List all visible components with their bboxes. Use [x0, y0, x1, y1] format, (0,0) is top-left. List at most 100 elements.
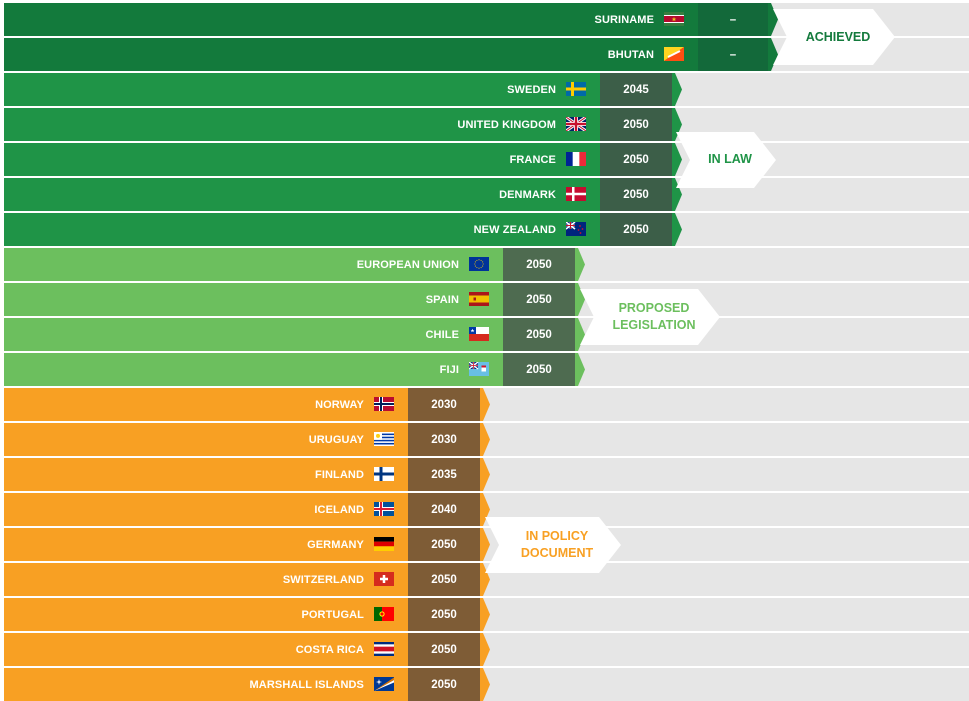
bar-arrow-tip	[575, 283, 585, 316]
target-year-box: 2050	[408, 563, 480, 596]
status-bar	[4, 178, 600, 211]
country-name: COSTA RICA	[295, 643, 364, 656]
status-bar	[4, 248, 503, 281]
target-year-box: 2050	[408, 633, 480, 666]
target-year-box: 2050	[408, 668, 480, 701]
country-name: FIJI	[439, 363, 459, 376]
sweden-flag-icon	[566, 82, 586, 96]
target-year: 2050	[526, 293, 552, 306]
target-year: –	[729, 48, 737, 61]
country-name: SWEDEN	[507, 83, 556, 96]
target-year-box: 2050	[503, 283, 575, 316]
country-name: PORTUGAL	[301, 608, 364, 621]
status-label-text: ACHIEVED	[805, 29, 871, 44]
portugal-flag-icon	[374, 607, 394, 621]
target-year: 2050	[526, 328, 552, 341]
target-year: 2050	[623, 153, 649, 166]
status-bar	[4, 668, 408, 701]
germany-flag-icon	[374, 537, 394, 551]
bar-arrow-tip	[672, 73, 682, 106]
status-bar	[4, 598, 408, 631]
target-year: 2050	[623, 188, 649, 201]
target-year-box: –	[698, 3, 768, 36]
country-row: FRANCE 2050	[0, 143, 969, 176]
target-year: 2050	[431, 538, 457, 551]
target-year-box: 2040	[408, 493, 480, 526]
country-name: BHUTAN	[607, 48, 654, 61]
bar-arrow-tip	[575, 248, 585, 281]
country-name: EUROPEAN UNION	[356, 258, 459, 271]
country-row: DENMARK 2050	[0, 178, 969, 211]
status-label-text: PROPOSED LEGISLATION	[612, 301, 696, 332]
country-name: UNITED KINGDOM	[457, 118, 556, 131]
target-year-box: 2050	[408, 528, 480, 561]
target-year: 2050	[623, 223, 649, 236]
country-name: MARSHALL ISLANDS	[249, 678, 364, 691]
target-year: 2030	[431, 433, 457, 446]
bar-arrow-tip	[480, 598, 490, 631]
target-year: 2040	[431, 503, 457, 516]
bar-arrow-tip	[672, 143, 682, 176]
finland-flag-icon	[374, 467, 394, 481]
status-bar	[4, 423, 408, 456]
target-year: 2050	[526, 363, 552, 376]
target-year-box: 2050	[600, 108, 672, 141]
target-year-box: 2035	[408, 458, 480, 491]
bar-arrow-tip	[672, 213, 682, 246]
eu-flag-icon	[469, 257, 489, 271]
status-bar	[4, 213, 600, 246]
denmark-flag-icon	[566, 187, 586, 201]
country-name: URUGUAY	[308, 433, 364, 446]
country-row: UNITED KINGDOM 2050	[0, 108, 969, 141]
target-year: 2050	[431, 608, 457, 621]
target-year-box: 2030	[408, 388, 480, 421]
country-row: COSTA RICA 2050	[0, 633, 969, 666]
target-year: 2050	[623, 118, 649, 131]
country-name: SWITZERLAND	[282, 573, 364, 586]
target-year: –	[729, 13, 737, 26]
target-year-box: 2050	[600, 143, 672, 176]
bar-arrow-tip	[575, 318, 585, 351]
country-name: DENMARK	[499, 188, 556, 201]
bar-arrow-tip	[480, 388, 490, 421]
country-row: EUROPEAN UNION 2050	[0, 248, 969, 281]
country-name: ICELAND	[314, 503, 364, 516]
suriname-flag-icon	[664, 12, 684, 26]
bar-arrow-tip	[575, 353, 585, 386]
status-label: IN POLICY DOCUMENT	[485, 516, 621, 573]
bar-arrow-tip	[672, 108, 682, 141]
marshall-islands-flag-icon	[374, 677, 394, 691]
target-year-box: 2050	[600, 178, 672, 211]
bhutan-flag-icon	[664, 47, 684, 61]
country-name: CHILE	[425, 328, 459, 341]
country-name: NORWAY	[315, 398, 364, 411]
uruguay-flag-icon	[374, 432, 394, 446]
bar-arrow-tip	[768, 3, 778, 36]
target-year: 2050	[431, 678, 457, 691]
target-year-box: 2050	[600, 213, 672, 246]
france-flag-icon	[566, 152, 586, 166]
country-name: SPAIN	[425, 293, 459, 306]
status-bar	[4, 633, 408, 666]
new-zealand-flag-icon	[566, 222, 586, 236]
country-row: MARSHALL ISLANDS 2050	[0, 668, 969, 701]
bar-arrow-tip	[768, 38, 778, 71]
iceland-flag-icon	[374, 502, 394, 516]
target-year: 2050	[431, 643, 457, 656]
costa-rica-flag-icon	[374, 642, 394, 656]
status-bar	[4, 38, 698, 71]
country-row: PORTUGAL 2050	[0, 598, 969, 631]
country-name: GERMANY	[307, 538, 364, 551]
switzerland-flag-icon	[374, 572, 394, 586]
status-bar	[4, 353, 503, 386]
status-bar	[4, 283, 503, 316]
country-row: SPAIN 2050	[0, 283, 969, 316]
status-label: PROPOSED LEGISLATION	[580, 289, 720, 345]
bar-arrow-tip	[480, 458, 490, 491]
status-bar	[4, 493, 408, 526]
country-row: GERMANY 2050	[0, 528, 969, 561]
target-year: 2050	[526, 258, 552, 271]
country-row: URUGUAY 2030	[0, 423, 969, 456]
status-bar	[4, 458, 408, 491]
